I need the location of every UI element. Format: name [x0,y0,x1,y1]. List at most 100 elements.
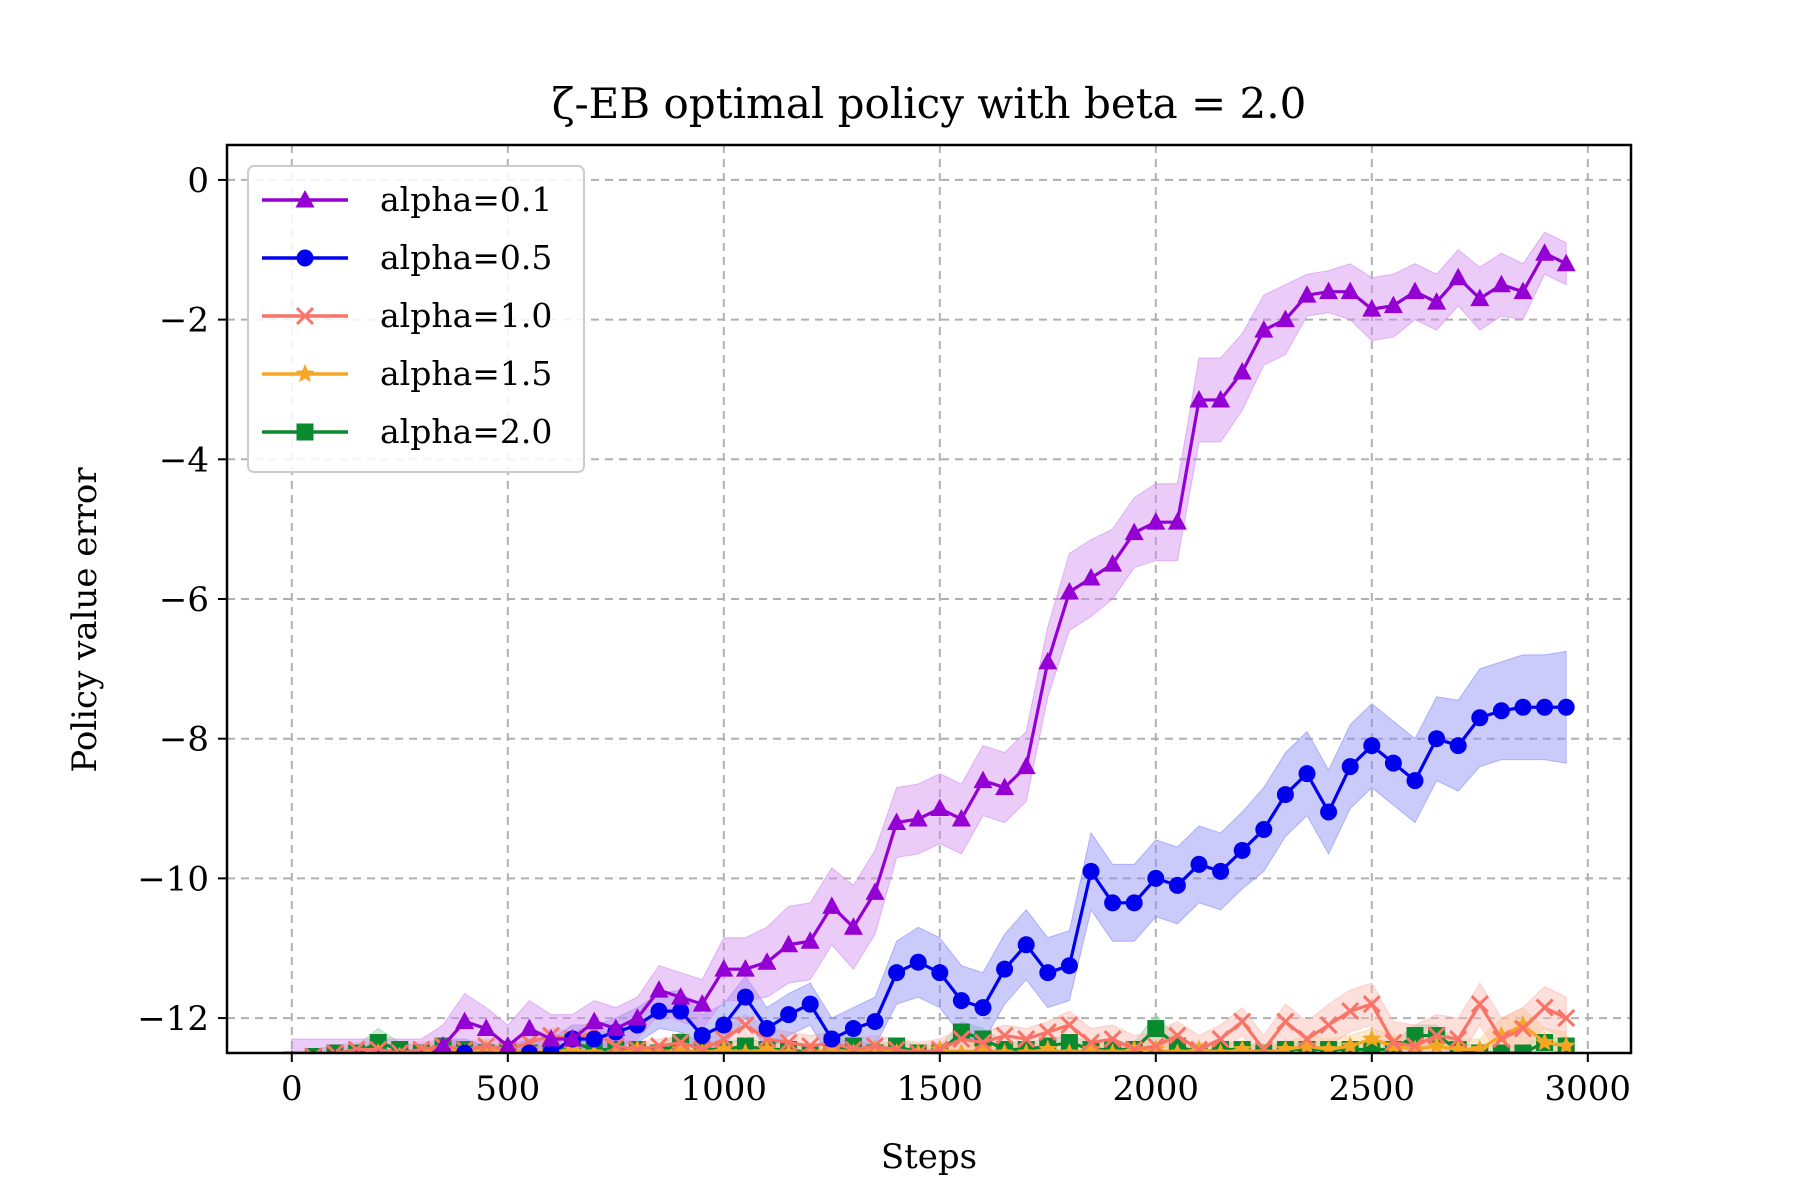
legend-item: alpha=0.1 [262,180,552,219]
data-point [1146,1036,1165,1053]
data-point [1535,1032,1555,1051]
chart-title: ζ-EB optimal policy with beta = 2.0 [552,79,1307,128]
data-point [1211,389,1231,408]
data-point [800,931,820,949]
data-point [779,1033,798,1052]
legend-item: alpha=0.5 [262,238,552,277]
data-point [1059,1043,1079,1053]
data-point [1319,281,1339,300]
data-point [1017,1029,1036,1049]
data-point [305,1058,322,1075]
data-point [369,1040,388,1053]
legend-marker [296,249,314,267]
data-point [1146,512,1166,530]
data-point [542,1044,560,1053]
data-point [1340,1036,1360,1053]
data-point [1492,1029,1511,1049]
data-point [1168,1026,1187,1045]
data-point [627,1008,647,1026]
data-point [715,1016,733,1034]
data-point [348,1058,365,1075]
data-point [973,1033,993,1052]
data-point [606,1018,626,1037]
data-point [1081,568,1101,586]
data-point [649,1036,669,1053]
data-point [1276,786,1294,804]
data-point [780,1006,798,1024]
data-point [1232,1039,1252,1053]
data-point [779,1043,799,1053]
data-point [1297,1036,1317,1053]
data-point [758,1020,776,1038]
data-point [519,1018,539,1037]
y-tick-label: −2 [159,301,209,341]
data-point [735,959,755,977]
data-point [908,809,928,827]
data-point [1038,651,1058,670]
data-point [1536,698,1554,716]
data-point [952,992,970,1010]
data-point [1297,285,1317,303]
data-point [693,1040,712,1053]
data-point [1535,998,1554,1017]
axis-ticks: 0 500 1000 1500 2000 2500 3000 0 −2 −4 −6 −8 −10 −12 [137,161,1631,1109]
data-point [930,1040,949,1053]
data-point [1557,698,1575,716]
data-point [1103,1043,1123,1053]
data-point [1211,1029,1230,1049]
grid [227,145,1631,1053]
data-point [974,999,992,1017]
data-point [844,1040,863,1053]
data-point [1449,1029,1468,1049]
data-point [1147,1020,1165,1038]
data-point [1189,1039,1209,1053]
data-point [692,994,712,1012]
data-point [888,964,906,982]
data-point [412,1040,431,1053]
data-point [370,1058,387,1075]
data-point [1081,1039,1101,1053]
data-point [1059,582,1079,600]
x-tick-label: 500 [475,1069,540,1109]
data-point [1082,862,1100,880]
data-point [995,777,1015,796]
legend-marker [295,190,315,208]
data-point [995,1043,1015,1053]
x-tick-label: 3000 [1545,1069,1632,1109]
data-point [822,896,842,914]
data-point [801,995,819,1013]
data-point [693,1027,711,1045]
data-point [584,1011,604,1030]
data-point [649,980,669,998]
data-point [1319,1039,1339,1053]
data-point [1383,295,1403,314]
x-axis-label: Steps [881,1137,977,1177]
data-point [1341,1002,1360,1021]
data-point [327,1058,344,1075]
data-point [714,959,734,977]
data-point [951,1043,971,1053]
band-alpha=0.5 [291,650,1567,1053]
y-axis-label: Policy value error [65,467,105,773]
data-point [1232,362,1252,380]
data-point [735,1043,755,1053]
data-point [1254,320,1274,338]
data-point [996,960,1014,978]
data-point [1362,995,1381,1014]
legend-item: alpha=2.0 [262,412,552,451]
series-alpha=0.5 [305,698,1575,1075]
data-point [325,1043,345,1053]
data-point [1513,1015,1533,1034]
data-point [1319,1015,1338,1035]
y-tick-label: −6 [159,580,209,620]
data-point [801,1036,820,1053]
data-point [1427,1026,1446,1045]
data-point [1167,512,1187,530]
data-point [1556,253,1576,272]
data-point [1491,274,1511,293]
data-point [909,1043,928,1053]
data-point [1470,1039,1490,1053]
data-point [1514,1044,1532,1053]
data-point [671,987,691,1005]
data-point [1363,737,1381,755]
